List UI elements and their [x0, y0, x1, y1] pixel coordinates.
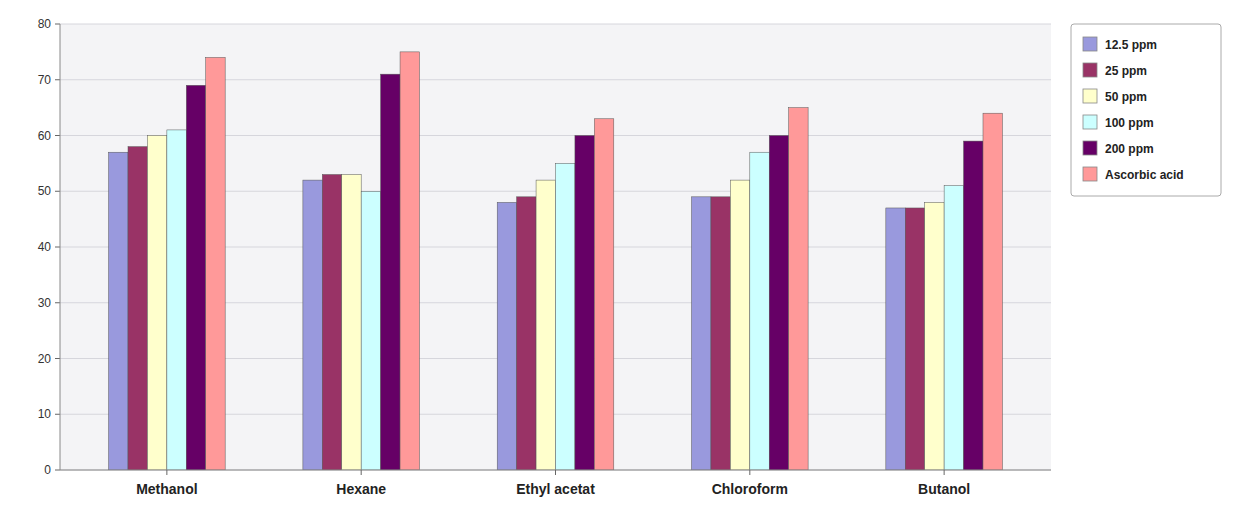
bar	[789, 108, 808, 470]
bar	[556, 163, 575, 470]
y-tick	[55, 358, 60, 359]
x-tick	[361, 470, 362, 475]
legend-label: 50 ppm	[1105, 90, 1147, 104]
y-tick-label: 50	[38, 184, 52, 198]
legend-label: 12.5 ppm	[1105, 38, 1157, 52]
bar	[186, 85, 205, 470]
bar	[109, 152, 128, 470]
grid-line	[60, 24, 1051, 25]
y-tick	[55, 470, 60, 471]
legend-frame	[1071, 24, 1221, 196]
y-tick	[55, 191, 60, 192]
legend-label: 100 ppm	[1105, 116, 1154, 130]
legend-label: Ascorbic acid	[1105, 168, 1184, 182]
bar	[925, 202, 944, 470]
bar	[575, 136, 594, 471]
x-tick	[166, 470, 167, 475]
y-tick-label: 10	[38, 407, 52, 421]
y-tick-label: 80	[38, 17, 52, 31]
bar	[769, 136, 788, 471]
bar	[497, 202, 516, 470]
bar	[167, 130, 186, 470]
y-tick	[55, 79, 60, 80]
y-tick	[55, 302, 60, 303]
bar	[342, 175, 361, 470]
y-tick-label: 60	[38, 129, 52, 143]
chart: 0 10 20 30 40 50 60 70 80 Methanol Hexane Ethyl ace…	[0, 0, 1241, 520]
bar	[400, 52, 419, 470]
legend-swatch	[1083, 141, 1097, 155]
y-tick-label: 30	[38, 296, 52, 310]
bar	[361, 191, 380, 470]
bar	[128, 147, 147, 470]
legend-swatch	[1083, 89, 1097, 103]
x-tick-label: Hexane	[336, 481, 386, 497]
x-tick	[555, 470, 556, 475]
legend-swatch	[1083, 115, 1097, 129]
legend-label: 25 ppm	[1105, 64, 1147, 78]
x-tick	[749, 470, 750, 475]
legend-swatch	[1083, 37, 1097, 51]
bar	[381, 74, 400, 470]
y-tick	[55, 414, 60, 415]
bar	[964, 141, 983, 470]
y-tick-label: 0	[44, 463, 51, 477]
y-tick	[55, 247, 60, 248]
bar	[303, 180, 322, 470]
bar	[711, 197, 730, 470]
x-tick	[944, 470, 945, 475]
legend-label: 200 ppm	[1105, 142, 1154, 156]
y-tick	[55, 135, 60, 136]
y-tick-label: 70	[38, 73, 52, 87]
bar	[536, 180, 555, 470]
y-tick-label: 20	[38, 352, 52, 366]
x-tick-label: Ethyl acetat	[516, 481, 595, 497]
y-axis-line	[60, 24, 61, 470]
bar	[517, 197, 536, 470]
y-tick-label: 40	[38, 240, 52, 254]
bar	[983, 113, 1002, 470]
legend: 12.5 ppm 25 ppm 50 ppm 100 ppm 200 ppm Ascorb…	[1071, 24, 1221, 196]
bar	[692, 197, 711, 470]
bar	[206, 57, 225, 470]
x-tick-label: Butanol	[918, 481, 970, 497]
bar	[750, 152, 769, 470]
x-tick-label: Chloroform	[712, 481, 788, 497]
bar	[322, 175, 341, 470]
bar	[886, 208, 905, 470]
y-tick	[55, 24, 60, 25]
plot-background	[60, 24, 1051, 470]
x-tick-label: Methanol	[136, 481, 197, 497]
bar	[594, 119, 613, 470]
chart-container: 0 10 20 30 40 50 60 70 80 Methanol Hexane Ethyl ace…	[0, 0, 1241, 520]
bars	[109, 52, 1003, 470]
bar	[730, 180, 749, 470]
legend-swatch	[1083, 63, 1097, 77]
y-axis: 0 10 20 30 40 50 60 70 80	[38, 17, 1051, 477]
bar	[944, 186, 963, 470]
bar	[147, 136, 166, 471]
x-axis: Methanol Hexane Ethyl acetat Chloroform Buta…	[136, 470, 970, 497]
legend-swatch	[1083, 167, 1097, 181]
bar	[905, 208, 924, 470]
